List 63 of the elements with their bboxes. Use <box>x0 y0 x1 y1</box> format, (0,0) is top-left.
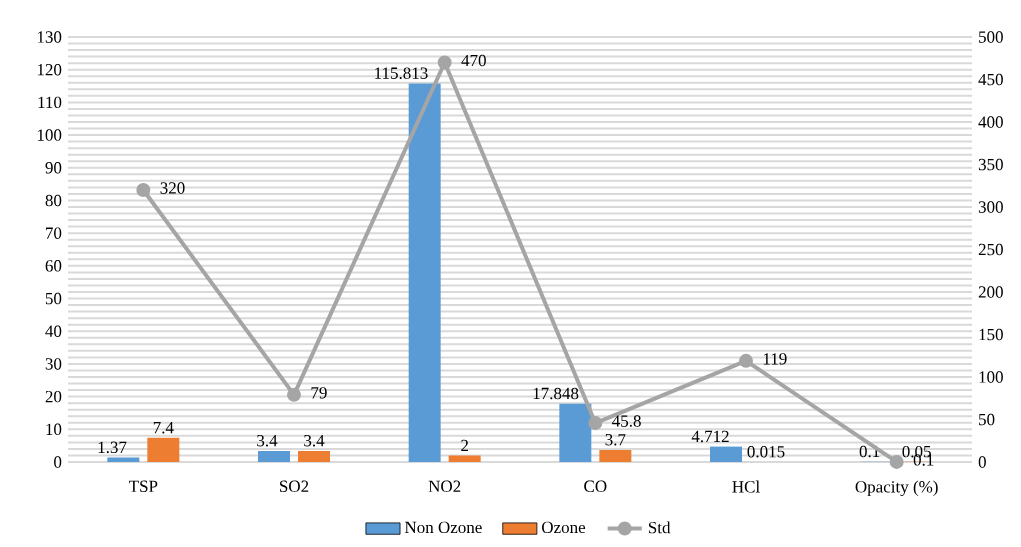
point <box>437 55 452 70</box>
y-tick-label: 50 <box>45 292 62 305</box>
point <box>588 416 603 431</box>
bar <box>147 437 180 462</box>
data-label: 7.4 <box>153 421 174 434</box>
bar <box>258 450 290 462</box>
data-label: 2 <box>461 439 468 452</box>
y2-tick-label: 300 <box>978 201 1003 213</box>
y-tick-label: 100 <box>37 129 62 141</box>
bar <box>710 446 742 462</box>
data-label: 3.7 <box>605 434 626 446</box>
point <box>287 387 301 402</box>
legend-label: Ozone <box>541 521 586 534</box>
data-label: 17.848 <box>533 387 579 400</box>
data-label: 45.8 <box>612 415 641 427</box>
y-tick-label: 40 <box>45 325 62 337</box>
y-tick-label: 130 <box>37 31 62 43</box>
x-tick-label: CO <box>584 480 607 493</box>
x-tick-label: HCl <box>732 480 760 493</box>
bar <box>298 450 330 462</box>
y2-tick-label: 100 <box>979 371 1003 383</box>
y2-tick-label: 250 <box>978 243 1003 256</box>
data-label: 4.712 <box>691 430 729 443</box>
bar <box>448 455 481 462</box>
y-tick-label: 0 <box>54 456 62 468</box>
x-tick-label: Opacity (%) <box>855 480 938 497</box>
bar <box>599 449 632 462</box>
y2-tick-label: 0 <box>978 456 986 468</box>
y-tick-label: 60 <box>45 260 62 272</box>
x-tick-label: SO2 <box>280 480 309 493</box>
data-label: 3.4 <box>304 434 325 447</box>
data-label: 320 <box>160 182 185 194</box>
y-tick-label: 110 <box>38 96 62 109</box>
data-label: 119 <box>763 353 787 365</box>
legend-label: Non Ozone <box>404 521 482 534</box>
data-label: 470 <box>461 54 486 67</box>
y2-tick-label: 400 <box>978 116 1003 128</box>
data-label: 0.015 <box>747 446 785 458</box>
data-label: 115.813 <box>375 67 428 79</box>
y2-tick-label: 150 <box>979 328 1003 341</box>
point <box>136 183 151 198</box>
x-tick-label: TSP <box>129 480 158 493</box>
y-tick-label: 30 <box>45 358 62 370</box>
legend-label: Std <box>648 521 671 534</box>
bar <box>559 403 592 462</box>
y2-tick-label: 350 <box>978 158 1003 171</box>
data-label: 1.37 <box>98 441 127 454</box>
point <box>739 353 753 368</box>
y2-tick-label: 50 <box>979 413 995 426</box>
y2-tick-label: 450 <box>978 73 1003 86</box>
y2-tick-label: 200 <box>978 286 1003 298</box>
y-tick-label: 10 <box>46 423 62 436</box>
y-tick-label: 120 <box>37 63 62 76</box>
data-label: 3.4 <box>257 434 278 447</box>
y2-tick-label: 500 <box>979 31 1003 43</box>
bar <box>408 83 441 462</box>
y-tick-label: 80 <box>45 194 62 207</box>
data-label: 79 <box>311 387 327 399</box>
y-tick-label: 20 <box>45 390 62 403</box>
x-tick-label: NO2 <box>428 480 461 493</box>
y-tick-label: 70 <box>46 227 62 239</box>
y-tick-label: 90 <box>45 162 62 174</box>
point <box>889 454 904 469</box>
